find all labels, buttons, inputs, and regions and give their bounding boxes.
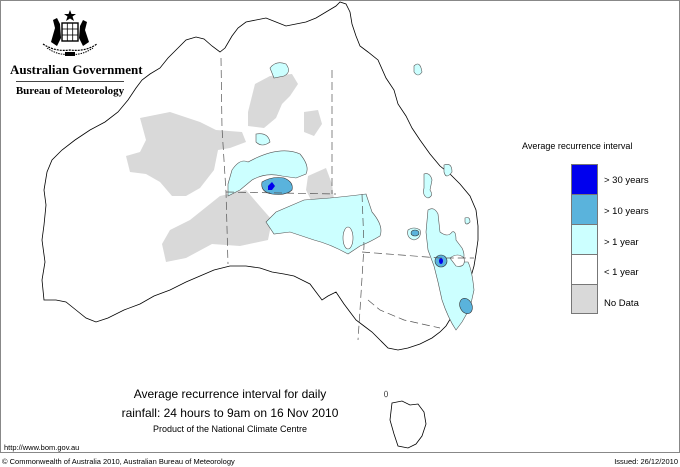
no-data-areas — [126, 74, 334, 262]
issued-date: Issued: 26/12/2010 — [614, 457, 678, 466]
logo: Australian Government Bureau of Meteorol… — [10, 8, 143, 97]
product-credit: Product of the National Climate Centre — [152, 424, 308, 434]
king-island — [384, 390, 388, 398]
tasmania-coastline — [389, 400, 427, 449]
legend-label-gt1: > 1 year — [604, 237, 639, 248]
legend-swatch-nodata — [571, 284, 598, 314]
legend-swatch-gt30 — [571, 164, 598, 194]
legend-swatch-gt10 — [571, 194, 598, 224]
legend — [571, 164, 598, 314]
legend-label-lt1: < 1 year — [604, 267, 639, 278]
coat-of-arms-icon — [42, 10, 98, 56]
agency-name: Bureau of Meteorology — [15, 85, 125, 97]
government-name: Australian Government — [10, 62, 143, 77]
copyright-notice: © Commonwealth of Australia 2010, Austra… — [2, 457, 235, 466]
legend-label-gt10: > 10 years — [604, 206, 649, 217]
legend-label-nodata: No Data — [604, 298, 639, 309]
logo-divider — [16, 81, 124, 82]
legend-swatch-lt1 — [571, 254, 598, 284]
website-link[interactable]: http://www.bom.gov.au — [4, 443, 80, 452]
state-borders — [220, 57, 474, 341]
gt30-years-areas — [268, 182, 443, 264]
legend-swatch-gt1 — [571, 224, 598, 254]
legend-title: Average recurrence interval — [522, 141, 633, 151]
legend-label-gt30: > 30 years — [604, 175, 649, 186]
map-title-line1: Average recurrence interval for daily — [133, 387, 327, 401]
map-title-line2: rainfall: 24 hours to 9am on 16 Nov 2010 — [121, 406, 339, 420]
